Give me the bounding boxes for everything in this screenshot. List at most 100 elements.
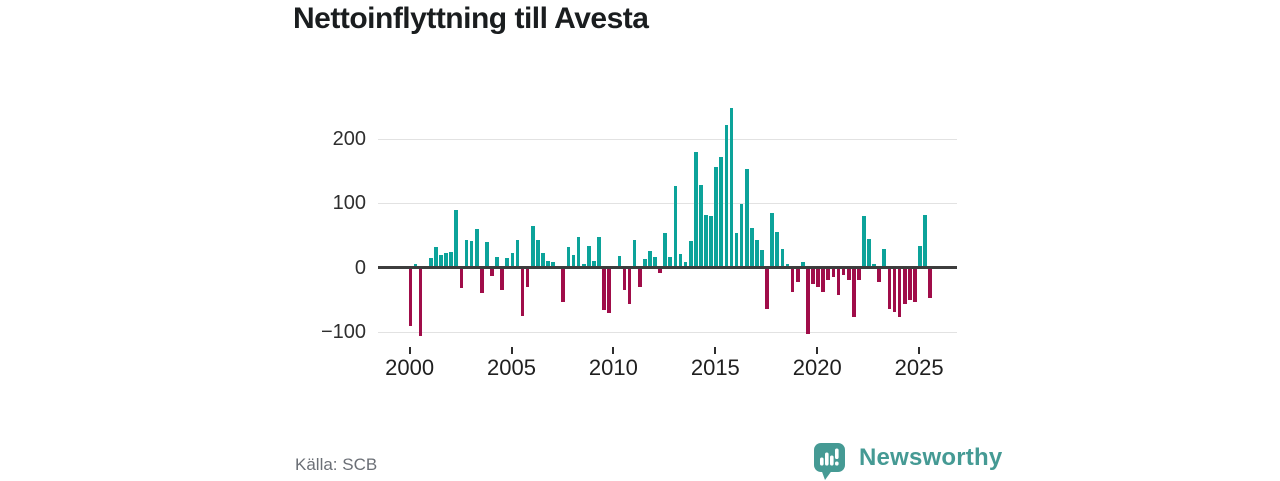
bar-positive (495, 256, 499, 268)
bar-negative (765, 267, 769, 309)
bar-positive (576, 236, 581, 268)
bar-negative (877, 267, 882, 282)
bar-positive (571, 254, 576, 268)
source-note: Källa: SCB (295, 455, 378, 474)
bar-positive (719, 157, 724, 268)
bar-positive (653, 257, 657, 268)
bar-positive (449, 252, 454, 268)
bar-positive (918, 245, 922, 268)
bar-negative (408, 267, 413, 327)
bar-positive (734, 232, 739, 268)
bar-positive (485, 241, 489, 268)
bar-positive (882, 249, 887, 268)
bar-negative (607, 267, 611, 314)
bar-negative (841, 267, 846, 276)
bar-positive (744, 169, 749, 268)
bar-positive (693, 152, 698, 268)
bar-negative (857, 267, 861, 281)
bar-negative (520, 267, 525, 316)
bar-positive (729, 107, 734, 268)
x-axis-tick-label: 2025 (894, 355, 944, 380)
bar-positive (724, 124, 729, 268)
bar-positive (872, 264, 876, 268)
bar-negative (836, 267, 841, 296)
bar-positive (755, 240, 759, 268)
bar-positive (642, 259, 647, 268)
bar-positive (862, 216, 866, 268)
bar-negative (525, 267, 530, 287)
y-axis-tick-label: 0 (354, 256, 366, 279)
bar-positive (749, 228, 754, 268)
bar-positive (770, 212, 775, 268)
bar-negative (928, 267, 933, 299)
bar-negative (816, 267, 820, 287)
bar-positive (632, 240, 637, 268)
gridline (378, 138, 957, 140)
bar-positive (760, 250, 764, 268)
bar-negative (821, 267, 826, 292)
bar-negative (907, 267, 912, 301)
x-axis-tick (408, 347, 411, 354)
x-axis-tick (918, 347, 921, 354)
bar-positive (668, 257, 673, 268)
bar-negative (658, 267, 662, 273)
newsworthy-wordmark: Newsworthy (859, 444, 1003, 471)
bar-positive (617, 255, 622, 268)
bar-negative (479, 267, 484, 294)
x-axis-tick-label: 2005 (487, 355, 536, 380)
brand-footer: Newsworthy (812, 441, 1002, 481)
bar-positive (673, 186, 678, 268)
bar-negative (902, 267, 907, 304)
bar-positive (597, 237, 601, 268)
bar-positive (535, 240, 540, 268)
bar-negative (806, 267, 810, 335)
y-axis-tick-label: 100 (332, 192, 366, 215)
bar-positive (566, 246, 571, 268)
bar-negative (459, 267, 464, 289)
bar-negative (846, 267, 851, 281)
bar-negative (627, 267, 632, 304)
x-axis-tick (510, 347, 513, 354)
x-axis-tick-label: 2010 (588, 355, 638, 380)
bar-positive (709, 216, 713, 268)
x-axis-tick (714, 347, 717, 354)
bar-positive (688, 241, 693, 268)
bar-positive (505, 257, 510, 268)
gridline (378, 331, 957, 333)
bar-positive (775, 232, 780, 268)
bar-positive (530, 225, 535, 268)
bar-positive (704, 214, 708, 268)
bar-positive (923, 215, 927, 268)
bar-positive (780, 249, 785, 268)
bar-positive (444, 253, 448, 268)
bar-positive (541, 252, 545, 268)
bar-negative (637, 267, 642, 288)
y-axis-tick-label: 200 (332, 127, 366, 150)
bar-negative (795, 267, 800, 282)
bar-positive (581, 263, 586, 268)
bar-positive (683, 262, 688, 268)
gridline (378, 203, 957, 205)
bar-negative (790, 267, 795, 292)
bar-positive (439, 254, 443, 268)
bar-negative (897, 267, 902, 318)
bar-negative (811, 267, 815, 284)
bar-positive (678, 253, 683, 268)
bar-negative (826, 267, 831, 281)
bar-positive (454, 209, 459, 268)
bar-negative (851, 267, 856, 318)
bar-negative (887, 267, 892, 309)
x-axis-tick (816, 347, 819, 354)
x-axis-tick (612, 347, 615, 354)
bar-negative (500, 267, 504, 290)
chart-title: Nettoinflyttning till Avesta (293, 2, 649, 35)
bar-positive (434, 246, 438, 268)
bar-positive (474, 228, 479, 268)
bar-positive (428, 257, 433, 268)
newsworthy-logo-icon (814, 443, 845, 480)
bar-positive (800, 261, 805, 268)
zero-baseline (378, 266, 957, 269)
bar-negative (892, 267, 897, 312)
